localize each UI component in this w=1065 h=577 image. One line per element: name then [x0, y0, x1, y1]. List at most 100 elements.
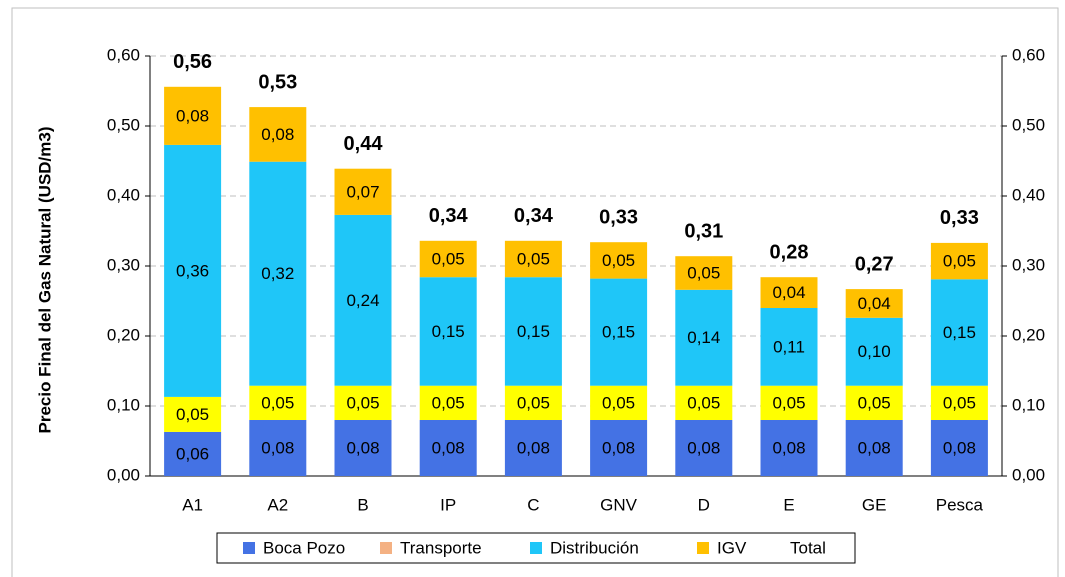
data-label: 0,04: [858, 294, 891, 313]
y-tick-label: 0,30: [107, 255, 140, 274]
data-label: 0,08: [858, 438, 891, 457]
data-label: 0,05: [517, 249, 550, 268]
bar-segment: [419, 420, 477, 476]
bar-segment: [845, 420, 903, 476]
bar-segment: [334, 420, 392, 476]
data-label: 0,05: [176, 405, 209, 424]
y-tick-label: 0,60: [107, 45, 140, 64]
data-label: 0,08: [517, 438, 550, 457]
bar-segment: [760, 277, 818, 308]
y2-tick-label: 0,20: [1012, 325, 1045, 344]
data-label: 0,05: [602, 393, 635, 412]
bar-segment: [760, 420, 818, 476]
total-label: 0,34: [514, 205, 554, 227]
bar-segment: [504, 240, 562, 278]
data-label: 0,05: [346, 393, 379, 412]
bar-segment: [419, 277, 477, 386]
bar-segment: [419, 385, 477, 420]
total-label: 0,33: [599, 206, 638, 228]
legend-label: IGV: [717, 538, 747, 557]
x-tick-label: GNV: [600, 495, 638, 514]
y2-tick-label: 0,30: [1012, 255, 1045, 274]
bar-segment: [675, 385, 733, 420]
data-label: 0,06: [176, 444, 209, 463]
data-label: 0,10: [858, 342, 891, 361]
bar-segment: [590, 385, 648, 420]
bar-segment: [590, 242, 648, 279]
y-tick-label: 0,10: [107, 395, 140, 414]
bar-segment: [164, 86, 222, 145]
bar-segment: [504, 277, 562, 386]
data-label: 0,04: [772, 283, 805, 302]
data-label: 0,08: [687, 438, 720, 457]
data-label: 0,05: [261, 393, 294, 412]
data-label: 0,08: [261, 125, 294, 144]
bar-segment: [675, 289, 733, 386]
bar-segment: [504, 420, 562, 476]
bar-segment: [930, 385, 988, 420]
legend-swatch: [243, 542, 255, 554]
bar-segment: [845, 385, 903, 420]
legend-label: Boca Pozo: [263, 538, 345, 557]
y2-tick-label: 0,40: [1012, 185, 1045, 204]
bar-segment: [504, 385, 562, 420]
bar-segment: [249, 385, 307, 420]
bar-segment: [249, 161, 307, 386]
bar-segment: [675, 256, 733, 290]
y2-tick-label: 0,00: [1012, 465, 1045, 484]
x-tick-label: E: [783, 495, 794, 514]
bar-segment: [930, 279, 988, 386]
bar-segment: [419, 240, 477, 278]
bar-segment: [930, 242, 988, 280]
data-label: 0,07: [346, 182, 379, 201]
data-label: 0,15: [943, 323, 976, 342]
data-label: 0,05: [772, 393, 805, 412]
total-label: 0,56: [173, 51, 212, 73]
y-tick-label: 0,20: [107, 325, 140, 344]
bar-segment: [164, 144, 222, 397]
x-tick-label: GE: [862, 495, 887, 514]
data-label: 0,05: [517, 393, 550, 412]
bar-segment: [164, 431, 222, 476]
y-tick-label: 0,00: [107, 465, 140, 484]
x-tick-label: D: [698, 495, 710, 514]
bar-segment: [334, 385, 392, 420]
total-label: 0,27: [855, 253, 894, 275]
y2-tick-label: 0,10: [1012, 395, 1045, 414]
legend-swatch: [380, 542, 392, 554]
total-label: 0,53: [258, 71, 297, 93]
x-tick-label: A1: [182, 495, 203, 514]
bar-segment: [760, 385, 818, 420]
data-label: 0,05: [858, 393, 891, 412]
y-tick-label: 0,50: [107, 115, 140, 134]
bar-segment: [845, 317, 903, 386]
data-label: 0,08: [943, 438, 976, 457]
data-label: 0,05: [943, 252, 976, 271]
data-label: 0,15: [517, 322, 550, 341]
total-label: 0,34: [429, 205, 469, 227]
y-tick-label: 0,40: [107, 185, 140, 204]
bar-segment: [760, 308, 818, 386]
data-label: 0,08: [176, 106, 209, 125]
data-label: 0,08: [602, 438, 635, 457]
legend-label: Total: [790, 538, 826, 557]
legend-label: Transporte: [400, 538, 482, 557]
data-label: 0,08: [346, 438, 379, 457]
data-label: 0,08: [261, 438, 294, 457]
bar-segment: [675, 420, 733, 476]
data-label: 0,05: [602, 251, 635, 270]
bar-segment: [845, 289, 903, 318]
total-label: 0,28: [770, 241, 809, 263]
total-label: 0,33: [940, 207, 979, 229]
data-label: 0,32: [261, 264, 294, 283]
x-tick-label: IP: [440, 495, 456, 514]
bar-segment: [590, 278, 648, 386]
data-label: 0,05: [687, 263, 720, 282]
data-label: 0,15: [432, 322, 465, 341]
x-tick-label: C: [527, 495, 539, 514]
y-axis-title: Precio Final del Gas Natural (USD/m3): [35, 126, 54, 433]
legend-label: Distribución: [550, 538, 639, 557]
x-tick-label: B: [357, 495, 368, 514]
total-label: 0,44: [344, 133, 384, 155]
